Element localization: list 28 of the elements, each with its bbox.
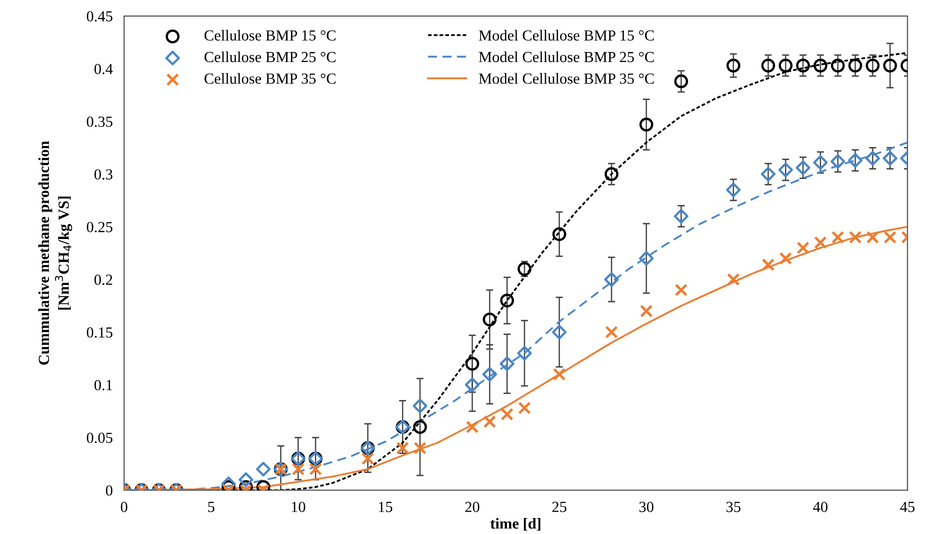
y-axis-title: Cummulative methane production [Nm$^{3}$CH$_{4}$/kg VS] (38, 141, 72, 365)
y-tick-label: 0.15 (86, 327, 112, 338)
y-tick-label: 0.35 (86, 116, 112, 127)
legend-label: Model Cellulose BMP 35 °C (478, 73, 654, 84)
y-tick-label: 0.1 (94, 380, 112, 390)
x-tick-label: 10 (292, 502, 306, 512)
legend-label: Model Cellulose BMP 15 °C (478, 30, 654, 41)
x-tick-label: 25 (552, 502, 566, 512)
y-tick-label: 0.45 (86, 11, 112, 22)
x-tick-label: 5 (208, 502, 214, 512)
x-axis-title: time [d] (490, 518, 540, 531)
x-tick-label: 40 (813, 502, 828, 512)
legend-label: Cellulose BMP 35 °C (204, 73, 336, 84)
y-tick-label: 0 (106, 485, 112, 496)
x-tick-label: 0 (120, 502, 128, 512)
legend-label: Cellulose BMP 15 °C (204, 30, 336, 41)
y-tick-label: 0.25 (86, 222, 112, 232)
legend-label: Cellulose BMP 25 °C (204, 51, 336, 62)
y-tick-label: 0.05 (86, 432, 112, 444)
y-tick-label: 0.2 (94, 274, 112, 285)
legend-label: Model Cellulose BMP 25 °C (478, 51, 654, 62)
x-tick-label: 35 (726, 502, 740, 512)
x-tick-label: 45 (900, 502, 915, 512)
y-tick-label: 0.3 (94, 169, 112, 180)
y-tick-label: 0.4 (94, 64, 113, 74)
x-tick-label: 30 (639, 502, 654, 512)
x-tick-label: 20 (465, 502, 480, 512)
x-tick-label: 15 (378, 502, 392, 512)
